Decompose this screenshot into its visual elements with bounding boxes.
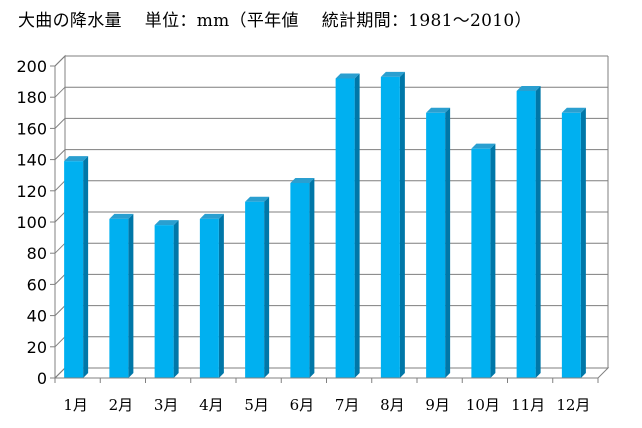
category-label-6: 6月	[290, 396, 315, 414]
bar-front-1	[64, 161, 84, 378]
bar-side-1	[83, 156, 89, 378]
chart-title: 大曲の降水量 単位：mm（平年値 統計期間：1981～2010）	[18, 11, 532, 31]
bar-top-8	[380, 71, 405, 77]
bar-side-8	[399, 71, 405, 379]
bar-side-11	[535, 85, 541, 379]
bar-front-3	[154, 225, 174, 378]
bar-7	[335, 73, 360, 378]
category-label-2: 2月	[109, 396, 134, 414]
bar-front-7	[335, 78, 355, 378]
bar-9	[426, 107, 451, 379]
category-label-9: 9月	[425, 396, 450, 414]
category-label-3: 3月	[154, 396, 179, 414]
bar-top-12	[561, 107, 586, 113]
category-label-1: 1月	[63, 396, 88, 414]
bar-1	[64, 156, 89, 378]
ytick-label-20: 20	[27, 338, 47, 357]
bar-top-2	[109, 213, 134, 219]
bar-5	[245, 196, 270, 378]
bar-front-10	[471, 148, 491, 378]
bar-front-6	[290, 183, 310, 378]
ytick-label-160: 160	[16, 119, 47, 138]
bar-front-2	[109, 218, 129, 378]
category-label-10: 10月	[466, 396, 500, 414]
bar-top-3	[154, 220, 179, 226]
bar-10	[471, 143, 496, 378]
bar-side-9	[445, 107, 451, 379]
category-label-12: 12月	[556, 396, 590, 414]
bar-front-9	[426, 112, 446, 379]
bar-side-6	[309, 178, 315, 378]
bar-3	[154, 220, 179, 378]
ytick-label-200: 200	[16, 57, 47, 76]
category-label-7: 7月	[335, 396, 360, 414]
bar-6	[290, 178, 315, 378]
ytick-label-120: 120	[16, 182, 47, 201]
bar-side-2	[128, 213, 134, 378]
bar-top-10	[471, 143, 496, 149]
gridline-180	[54, 86, 608, 98]
category-label-5: 5月	[244, 396, 269, 414]
bar-4	[199, 213, 224, 378]
gridline-200	[54, 55, 608, 67]
bar-side-7	[354, 73, 360, 378]
bar-top-5	[245, 196, 270, 202]
ytick-label-100: 100	[16, 213, 47, 232]
bar-front-5	[245, 201, 265, 378]
ytick-label-80: 80	[27, 244, 47, 263]
bar-12	[561, 107, 586, 379]
category-label-8: 8月	[380, 396, 405, 414]
bar-side-5	[264, 196, 270, 378]
bar-side-10	[490, 143, 496, 378]
bar-front-8	[380, 76, 400, 379]
category-label-4: 4月	[199, 396, 224, 414]
bar-11	[516, 85, 541, 379]
bar-front-11	[516, 90, 536, 379]
bar-top-4	[199, 213, 224, 219]
bar-top-7	[335, 73, 360, 79]
bar-front-4	[199, 218, 219, 378]
bar-side-4	[218, 213, 224, 378]
bar-side-12	[580, 107, 586, 379]
bar-top-6	[290, 178, 315, 183]
bar-top-9	[426, 107, 451, 113]
bar-top-1	[64, 156, 89, 162]
ytick-label-60: 60	[27, 275, 47, 294]
bar-side-3	[173, 220, 179, 378]
bar-8	[380, 71, 405, 379]
bar-2	[109, 213, 134, 378]
category-label-11: 11月	[511, 396, 545, 414]
ytick-label-0: 0	[37, 369, 47, 388]
ytick-label-140: 140	[16, 151, 47, 170]
bar-top-11	[516, 85, 541, 91]
ytick-label-40: 40	[27, 307, 47, 326]
ytick-label-180: 180	[16, 88, 47, 107]
bar-front-12	[561, 112, 581, 379]
